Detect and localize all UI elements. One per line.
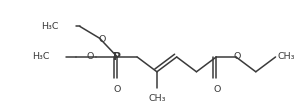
Text: CH₃: CH₃ — [148, 94, 166, 103]
Text: O: O — [99, 35, 106, 44]
Text: O: O — [114, 85, 121, 94]
Text: CH₃: CH₃ — [278, 52, 295, 61]
Text: H₃C: H₃C — [32, 52, 49, 61]
Text: P: P — [113, 52, 122, 62]
Text: O: O — [86, 52, 94, 61]
Text: H₃C: H₃C — [41, 22, 59, 31]
Text: O: O — [233, 52, 241, 61]
Text: O: O — [214, 85, 221, 94]
